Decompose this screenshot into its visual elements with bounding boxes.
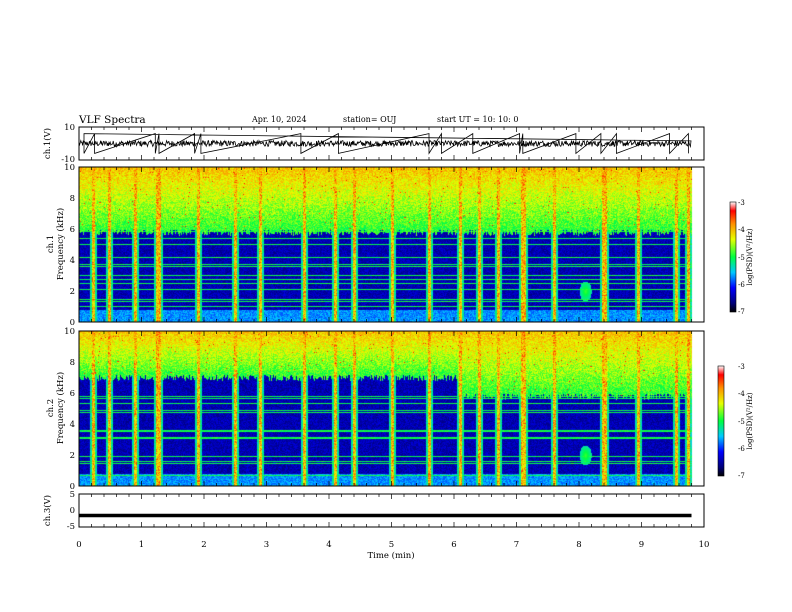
x-axis-tick-label: 5 [389, 540, 394, 550]
spectrogram-ch2-ytick-4: 4 [70, 420, 75, 430]
waveform-ch1-ytick-top: 10 [64, 123, 75, 133]
spectrogram-ch1-ylabel-frequency: Frequency (kHz) [55, 208, 66, 280]
waveform-ch3-frame [78, 493, 705, 528]
spectrogram-ch1-image [79, 167, 704, 322]
colorbar-ch1 [729, 201, 737, 313]
x-axis-tick-label: 2 [201, 540, 206, 550]
x-axis-tick-label: 4 [326, 540, 331, 550]
colorbar-ch1-tick-m5: -5 [738, 254, 745, 262]
spectrogram-ch1-ytick-10: 10 [64, 163, 75, 173]
spectrogram-ch1-ytick-0: 0 [70, 318, 75, 328]
colorbar-ch1-tick-m3: -3 [738, 199, 745, 207]
spectrogram-ch1-ytick-2: 2 [70, 287, 75, 297]
waveform-ch3-ytick-top: 5 [70, 490, 75, 500]
spectrogram-ch2-panel: 0 2 4 6 8 10 ch.2 Frequency (kHz) -3 -4 … [46, 327, 754, 492]
figure-title: VLF Spectra [78, 114, 146, 126]
spectrogram-ch2-ytick-2: 2 [70, 451, 75, 461]
colorbar-ch2-tick-m4: -4 [738, 390, 745, 398]
date-label: Apr. 10, 2024 [251, 115, 307, 124]
colorbar-ch2-tick-m3: -3 [738, 363, 745, 371]
spectrogram-ch2-image [79, 331, 704, 486]
spectrogram-ch1-ticks [78, 167, 705, 322]
colorbar-ch2 [717, 365, 725, 477]
waveform-ch3-ytick-mid: 0 [70, 506, 75, 516]
spectrogram-ch1-ytick-8: 8 [70, 194, 75, 204]
colorbar-ch1-label: log(PSD)(V²/Hz) [746, 228, 754, 285]
x-axis-tick-label: 10 [699, 540, 710, 550]
colorbar-ch2-tick-m6: -6 [738, 445, 745, 453]
station-label: station= OUJ [343, 115, 396, 124]
x-axis-tick-label: 6 [451, 540, 456, 550]
spectrogram-ch2-ylabel-channel: ch.2 [46, 399, 56, 417]
x-axis-tick-label: 0 [76, 540, 81, 550]
waveform-ch3-ytick-bottom: -5 [67, 522, 75, 532]
spectrogram-ch2-ytick-6: 6 [70, 389, 75, 399]
x-axis-tick-label: 3 [264, 540, 269, 550]
colorbar-ch1-tick-m6: -6 [738, 281, 745, 289]
colorbar-ch1-tick-m7: -7 [738, 308, 745, 316]
colorbar-ch2-label: log(PSD)(V²/Hz) [746, 392, 754, 449]
waveform-ch1-ylabel: ch.1(V) [42, 128, 53, 159]
spectrogram-ch2-ytick-8: 8 [70, 358, 75, 368]
spectrogram-ch1-ylabel-channel: ch.1 [46, 235, 56, 253]
waveform-ch3-panel: 5 0 -5 ch.3(V) [42, 490, 705, 532]
x-axis-tick-label: 8 [576, 540, 581, 550]
waveform-ch1-trace [78, 132, 692, 155]
x-axis-tick-label: 7 [514, 540, 519, 550]
waveform-ch1-ytick-bottom: -10 [61, 155, 75, 165]
waveform-ch3-ticks [78, 494, 705, 527]
x-axis-tick-label: 9 [639, 540, 644, 550]
x-axis-tick-label: 1 [139, 540, 144, 550]
x-axis-label: Time (min) [367, 550, 414, 561]
waveform-ch3-ylabel: ch.3(V) [42, 495, 53, 526]
spectrogram-ch2-ytick-10: 10 [64, 327, 75, 337]
spectrogram-ch2-ticks [78, 331, 705, 486]
colorbar-ch1-tick-m4: -4 [738, 226, 745, 234]
x-axis-tick-labels: 0 1 2 3 4 5 6 7 8 9 10 [76, 540, 709, 550]
spectrogram-ch1-ytick-4: 4 [70, 256, 75, 266]
waveform-ch1-ticks [78, 127, 705, 160]
spectrogram-ch2-ytick-0: 0 [70, 482, 75, 492]
start-time-label: start UT = 10: 10: 0 [437, 115, 518, 124]
spectrogram-ch1-ytick-6: 6 [70, 225, 75, 235]
spectrogram-ch2-ylabel-frequency: Frequency (kHz) [55, 372, 66, 444]
colorbar-ch2-tick-m5: -5 [738, 418, 745, 426]
waveform-ch1-panel: 10 -10 ch.1(V) [42, 123, 705, 165]
spectrogram-ch1-panel: 0 2 4 6 8 10 ch.1 Frequency (kHz) -3 -4 … [46, 163, 754, 328]
colorbar-ch2-tick-m7: -7 [738, 472, 745, 480]
